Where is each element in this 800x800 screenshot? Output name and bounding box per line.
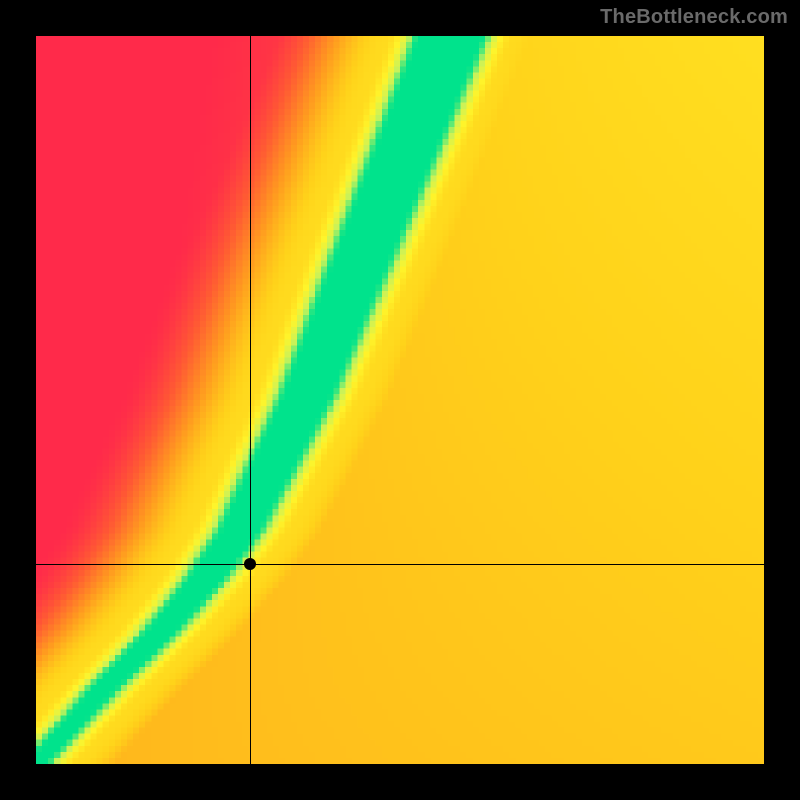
chart-container: TheBottleneck.com: [0, 0, 800, 800]
crosshair-horizontal: [36, 564, 764, 565]
watermark-text: TheBottleneck.com: [600, 6, 788, 29]
heatmap-canvas: [36, 36, 764, 764]
crosshair-vertical: [250, 36, 251, 764]
heatmap-plot: [36, 36, 764, 764]
crosshair-dot: [244, 558, 256, 570]
